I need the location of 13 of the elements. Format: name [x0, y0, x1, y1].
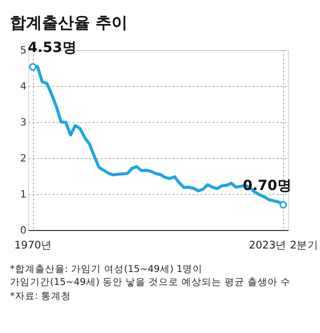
text: *자료: 통계청 [10, 291, 71, 302]
y-tick-label: 0 [20, 226, 26, 236]
y-tick-label: 1 [20, 190, 26, 200]
x-tick-label: 1970년 [14, 240, 52, 252]
y-tick-label: 5 [20, 46, 26, 56]
x-tick-label: 2023년 2분기 [248, 240, 319, 252]
y-tick-label: 2 [20, 154, 26, 164]
chart-title: 합계출산율 추이 [10, 12, 128, 32]
annotation: 4.53명 [28, 40, 76, 56]
annotation: 0.70명 [242, 178, 292, 194]
y-tick-label: 4 [20, 82, 26, 92]
text: *합계출산율: 가임기 여성(15~49세) 1명이 가임기간(15~49세) 동안 낳을 것으로 예상되는 평균 출생아 수 [10, 264, 291, 288]
y-tick-label: 3 [20, 118, 26, 128]
